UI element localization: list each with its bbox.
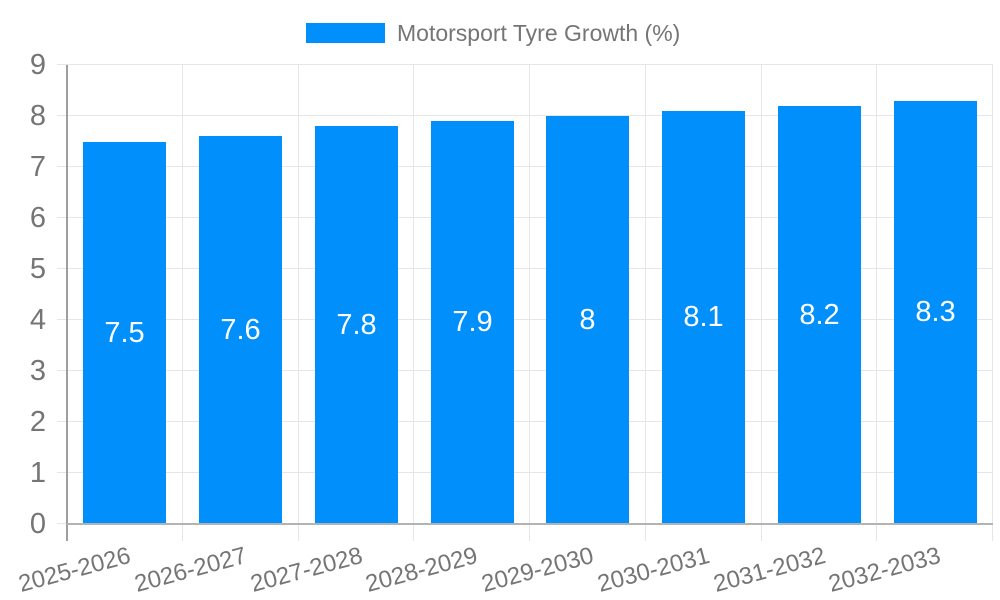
y-tick-label: 4	[29, 304, 46, 336]
h-gridline	[57, 319, 993, 320]
bar[interactable]: 7.5	[83, 142, 166, 525]
y-tick-label: 0	[29, 508, 46, 540]
bar-value-label: 7.5	[104, 317, 145, 349]
h-gridline	[57, 217, 993, 218]
bar[interactable]: 7.9	[431, 121, 514, 524]
x-tick-label: 2032-2033	[825, 542, 944, 598]
x-tick-label: 2029-2030	[478, 542, 597, 598]
y-tick-label: 7	[29, 151, 46, 183]
y-tick-label: 5	[29, 253, 46, 285]
bar-value-label: 8	[579, 303, 596, 336]
v-gridline	[992, 65, 993, 541]
x-axis-baseline	[67, 523, 993, 525]
v-gridline	[529, 65, 530, 541]
y-tick-label: 3	[29, 355, 46, 387]
bar-value-label: 8.3	[915, 296, 956, 328]
x-tick-label: 2031-2032	[710, 542, 829, 598]
v-gridline	[298, 65, 299, 541]
y-tick-label: 9	[29, 49, 46, 81]
y-axis-line	[66, 65, 68, 541]
v-gridline	[876, 65, 877, 541]
v-gridline	[645, 65, 646, 541]
y-axis-tick	[57, 523, 67, 524]
h-gridline	[57, 421, 993, 422]
legend-label: Motorsport Tyre Growth (%)	[397, 19, 681, 46]
x-tick-label: 2028-2029	[362, 542, 481, 598]
bar-value-label: 7.6	[220, 313, 261, 346]
bar-value-label: 8.2	[799, 298, 840, 331]
y-tick-label: 8	[29, 100, 46, 132]
bar-value-label: 8.1	[683, 301, 724, 333]
v-gridline	[413, 65, 414, 541]
legend[interactable]: Motorsport Tyre Growth (%)	[306, 19, 681, 46]
bar[interactable]: 8.1	[662, 111, 745, 524]
y-tick-label: 1	[29, 457, 46, 489]
bar-value-label: 7.8	[336, 308, 377, 341]
bar[interactable]: 8	[546, 116, 629, 524]
bar[interactable]: 8.3	[894, 101, 977, 524]
v-gridline	[182, 65, 183, 541]
y-tick-label: 6	[29, 202, 46, 234]
x-tick-label: 2030-2031	[594, 542, 713, 598]
x-tick-label: 2027-2028	[247, 542, 366, 598]
h-gridline	[57, 472, 993, 473]
bar[interactable]: 8.2	[778, 106, 861, 524]
h-gridline	[57, 166, 993, 167]
x-tick-label: 2026-2027	[131, 542, 250, 598]
h-gridline	[57, 64, 993, 65]
x-tick-label: 2025-2026	[15, 542, 134, 598]
h-gridline	[57, 115, 993, 116]
legend-swatch-icon	[306, 23, 385, 43]
h-gridline	[57, 268, 993, 269]
bar[interactable]: 7.8	[315, 126, 398, 524]
bar-value-label: 7.9	[452, 306, 493, 338]
y-tick-label: 2	[29, 406, 46, 438]
v-gridline	[761, 65, 762, 541]
h-gridline	[57, 370, 993, 371]
bar[interactable]: 7.6	[199, 136, 282, 524]
